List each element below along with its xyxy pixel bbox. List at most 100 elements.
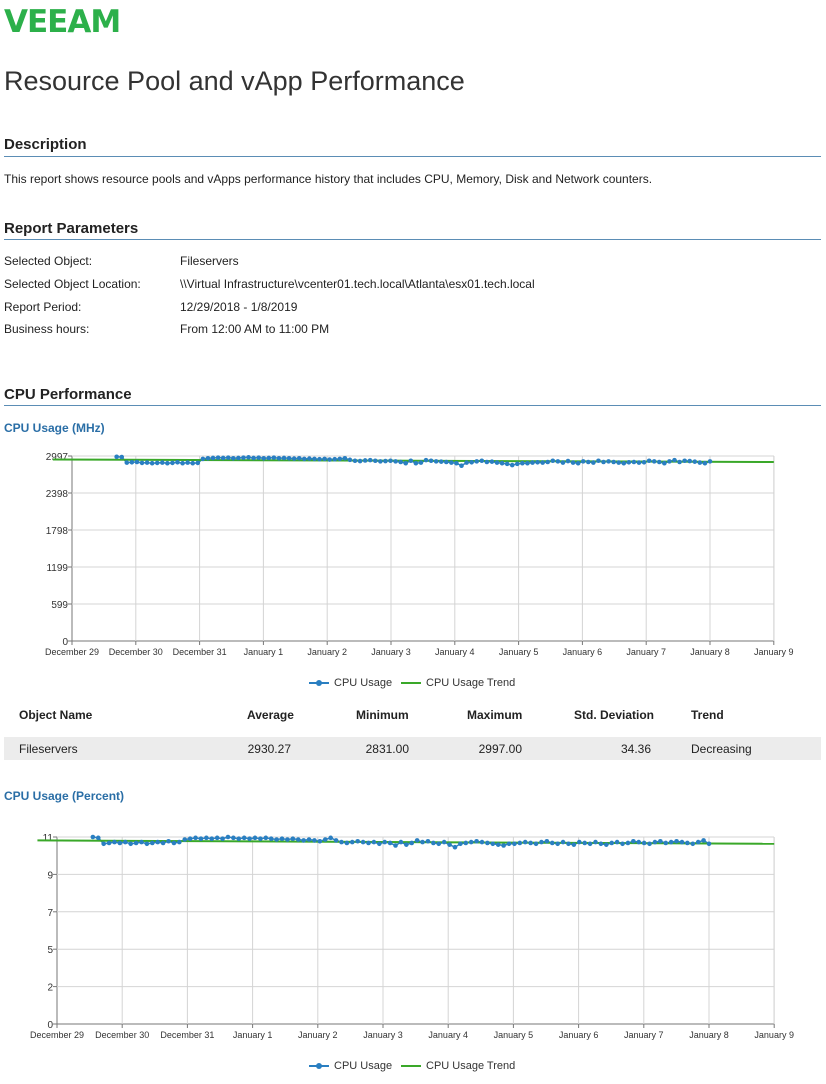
usage-point [443,459,449,465]
usage-point [641,840,647,846]
y-tick-label: 9 [47,870,53,881]
y-tick-label: 2398 [46,489,69,500]
usage-point [452,844,458,850]
usage-point [672,457,677,463]
cpu-usage-mhz-chart: 0 599 1199 1798 2398 2997 December 29 December … [45,452,794,657]
usage-point [514,461,520,467]
usage-point [205,455,211,461]
usage-point [423,457,429,463]
usage-point [101,841,106,847]
usage-point [428,458,434,464]
usage-point [225,455,231,460]
y-tick-label: 0 [47,1020,53,1031]
usage-point [544,838,550,844]
usage-point [352,458,358,464]
description-divider [4,156,821,157]
param-value-period: 12/29/2018 - 1/8/2019 [180,300,298,314]
usage-point [625,840,631,846]
usage-point [679,839,685,845]
usage-point [139,839,144,845]
x-tick-label: January 9 [754,647,794,657]
usage-point [327,457,332,462]
usage-point [231,835,236,841]
usage-point [495,842,501,847]
usage-point [322,456,327,462]
usage-point [576,839,582,845]
legend-item-trend-2: CPU Usage Trend [401,1060,515,1072]
col-header-trend: Trend [691,708,724,722]
usage-point [555,841,560,847]
usage-point [620,841,625,847]
usage-point [606,459,611,464]
usage-point [128,841,133,847]
legend-label-trend-2: CPU Usage Trend [426,1060,516,1072]
usage-point [438,459,444,464]
usage-point [436,841,442,847]
usage-point [382,839,388,845]
legend-label-trend: CPU Usage Trend [426,677,516,689]
usage-point [469,459,474,465]
usage-point [182,837,188,842]
usage-point [154,460,160,466]
usage-point [582,840,587,846]
usage-point [362,458,368,463]
usage-point [112,839,117,845]
usage-point [668,839,674,845]
usage-point [328,835,333,841]
usage-point [171,840,177,846]
col-header-stddev: Std. Deviation [574,708,655,722]
cell-average: 2930.27 [247,742,291,756]
usage-point [414,838,420,843]
usage-point [566,841,571,847]
usage-point [144,460,150,465]
usage-point [393,843,398,848]
x-tick-label: January 6 [559,1030,599,1040]
parameters-heading: Report Parameters [4,220,139,237]
x-tick-label: December 29 [45,647,99,657]
usage-point [418,460,424,465]
usage-point [366,840,371,846]
usage-point [570,460,576,465]
usage-point [124,460,130,465]
usage-point [301,456,307,462]
usage-point [682,458,687,464]
usage-point [185,460,190,465]
usage-point [291,456,297,461]
x-tick-label: January 3 [363,1030,403,1040]
page-title: Resource Pool and vApp Performance [4,66,465,96]
usage-point [485,840,490,846]
usage-point [549,840,555,846]
usage-point [408,458,414,464]
param-label-object: Selected Object: [4,254,93,268]
usage-point [274,837,279,842]
col-header-minimum: Minimum [356,708,409,722]
cell-object-name: Fileservers [19,742,78,756]
usage-point [204,835,209,841]
usage-point [677,459,682,465]
usage-point [230,455,236,461]
y-tick-label: 2997 [46,452,69,463]
usage-point [312,838,317,843]
usage-point [281,455,287,461]
legend-item-usage: CPU Usage [309,677,392,689]
parameters-divider [4,239,821,240]
usage-point [474,459,480,464]
usage-point [251,455,256,461]
cell-trend: Decreasing [691,742,752,756]
x-tick-label: January 4 [428,1030,468,1040]
x-tick-label: December 29 [30,1030,84,1040]
y-tick-label: 1798 [46,526,69,537]
veeam-logo: VEEAM [4,4,121,40]
usage-point [295,837,301,842]
usage-point [636,839,642,845]
cell-stddev: 34.36 [620,742,651,756]
usage-point [409,840,415,846]
param-label-location: Selected Object Location: [4,277,141,291]
usage-point [134,459,140,465]
usage-point [494,460,500,465]
usage-point [707,459,713,464]
usage-point [119,454,125,460]
usage-point [441,839,447,845]
usage-point [528,840,533,846]
param-label-hours: Business hours: [4,322,90,336]
